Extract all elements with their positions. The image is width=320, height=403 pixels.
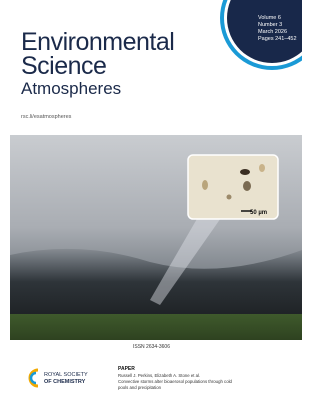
- particle: [259, 164, 265, 172]
- number: Number 3: [258, 22, 282, 28]
- journal-url: rsc.li/esatmospheres: [21, 114, 72, 120]
- publisher-line2: OF CHEMISTRY: [44, 379, 86, 385]
- article-type: PAPER: [118, 366, 135, 372]
- cover-photo: 50 µm: [10, 135, 302, 340]
- pages: Pages 241–452: [258, 36, 297, 42]
- title-line2: Science: [21, 52, 106, 80]
- title-line3: Atmospheres: [21, 79, 121, 98]
- volume: Volume 6: [258, 15, 281, 21]
- article-title: Convective storms alter bioaerosol popul…: [118, 379, 233, 384]
- particle: [202, 180, 208, 190]
- publisher-line1: ROYAL SOCIETY: [44, 372, 88, 378]
- particle: [240, 169, 250, 175]
- particle: [243, 181, 251, 191]
- journal-cover: Volume 6 Number 3 March 2026 Pages 241–4…: [0, 0, 302, 403]
- particle: [227, 195, 232, 200]
- date: March 2026: [258, 29, 287, 35]
- article-title: pools and precipitation: [118, 385, 162, 390]
- issn: ISSN 2634-3606: [133, 344, 170, 350]
- field: [10, 314, 302, 340]
- scale-label: 50 µm: [250, 210, 267, 216]
- article-authors: Russell J. Perkins, Elizabeth A. Stone e…: [118, 373, 200, 378]
